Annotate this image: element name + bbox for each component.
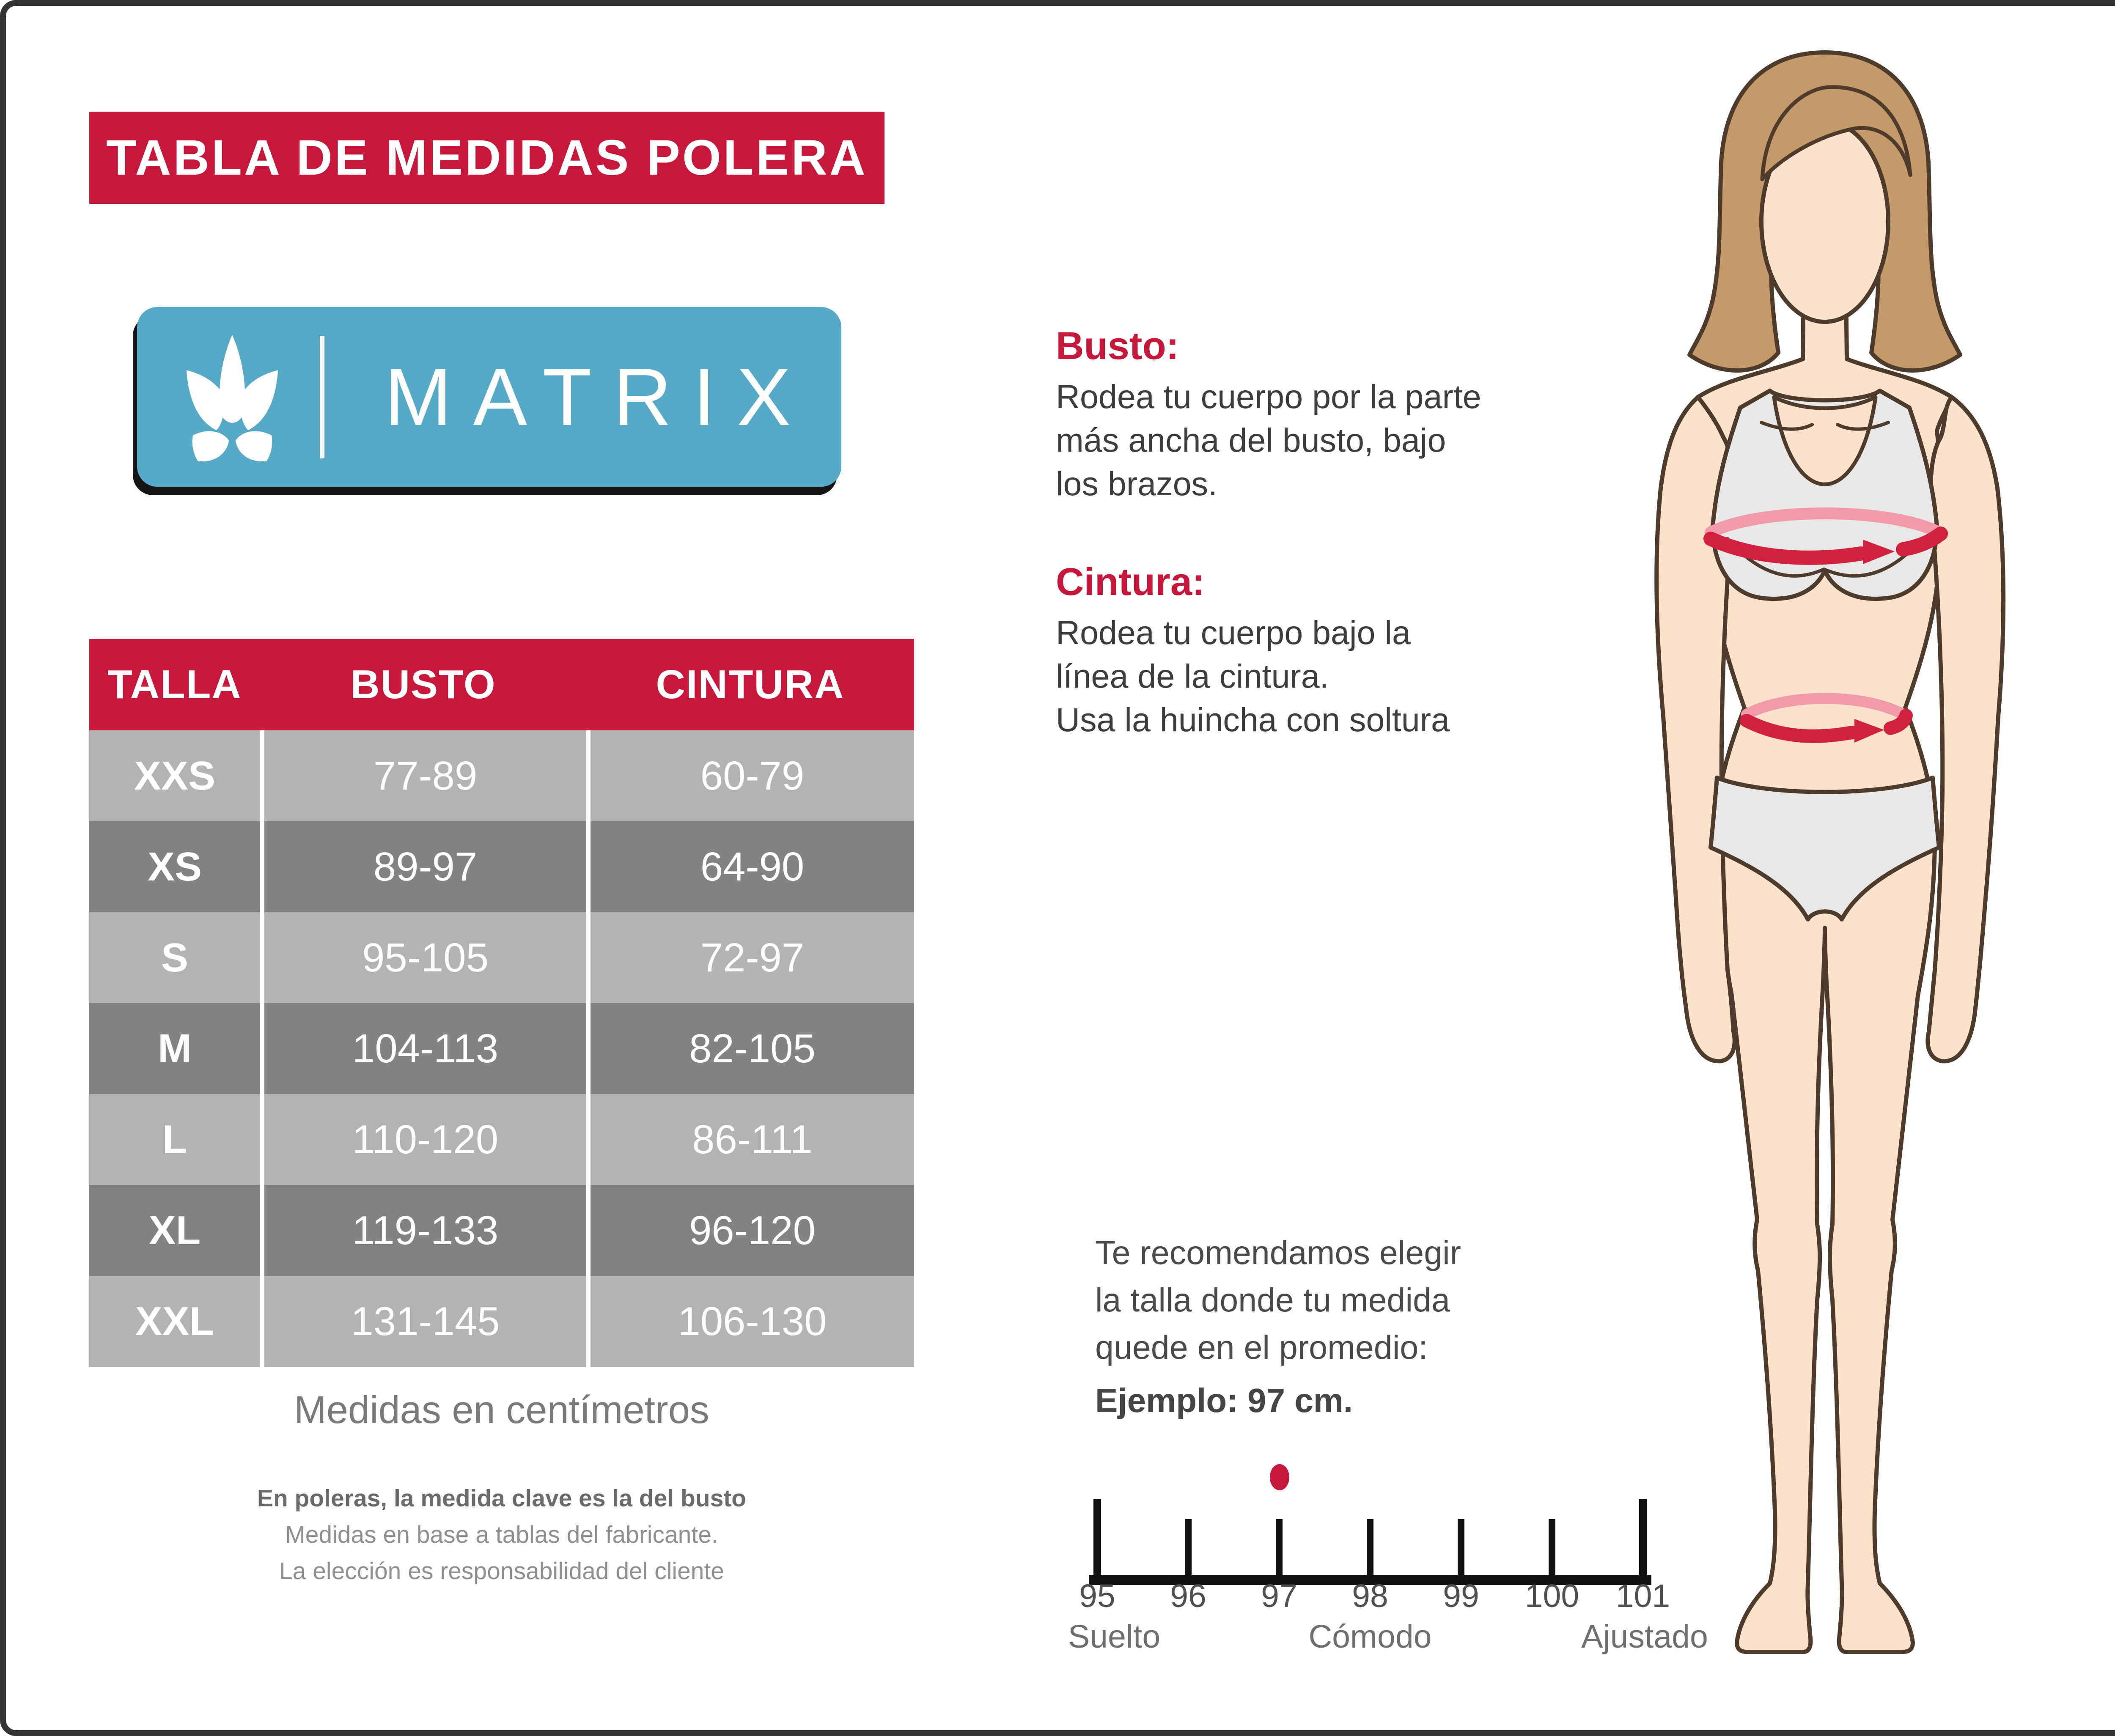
cell-cintura: 72-97 — [586, 912, 914, 1003]
table-row: XL 119-133 96-120 — [89, 1185, 914, 1276]
cell-cintura: 106-130 — [586, 1276, 914, 1367]
title-banner: TABLA DE MEDIDAS POLERA — [89, 112, 884, 204]
brand-logo: MATRIX — [137, 307, 841, 487]
disclaimer-line: La elección es responsabilidad del clien… — [279, 1558, 725, 1585]
busto-description: Rodea tu cuerpo por la parte más ancha d… — [1056, 375, 1481, 505]
disclaimer: En poleras, la medida clave es la del bu… — [89, 1480, 914, 1589]
table-row: XS 89-97 64-90 — [89, 821, 914, 912]
cintura-line: línea de la cintura. — [1056, 657, 1329, 695]
tick-label: 95 — [1079, 1578, 1115, 1614]
tick-label: 99 — [1443, 1578, 1479, 1614]
tick-label: 96 — [1170, 1578, 1206, 1614]
table-row: XXL 131-145 106-130 — [89, 1276, 914, 1367]
bust-measure-band — [1703, 507, 1948, 565]
table-row: L 110-120 86-111 — [89, 1094, 914, 1185]
size-table: TALLA BUSTO CINTURA XXS 77-89 60-79 XS 8… — [89, 639, 914, 1367]
cell-busto: 95-105 — [260, 912, 586, 1003]
cell-cintura: 64-90 — [586, 821, 914, 912]
busto-line: los brazos. — [1056, 465, 1218, 502]
cell-talla: XS — [147, 844, 202, 889]
busto-line: Rodea tu cuerpo por la parte — [1056, 378, 1481, 415]
cell-busto: 104-113 — [260, 1003, 586, 1094]
ruler-tick — [1549, 1519, 1555, 1578]
column-header-busto: BUSTO — [350, 662, 496, 707]
cell-busto: 110-120 — [260, 1094, 586, 1185]
cell-busto: 131-145 — [260, 1276, 586, 1367]
tick-label: 100 — [1524, 1578, 1579, 1614]
tick-label: 98 — [1352, 1578, 1388, 1614]
waist-measure-band — [1740, 693, 1913, 743]
table-header-row: TALLA BUSTO CINTURA — [89, 639, 914, 730]
cell-busto: 119-133 — [260, 1185, 586, 1276]
bust-arrowhead-icon — [1863, 540, 1895, 564]
tick-label: 101 — [1615, 1578, 1670, 1614]
cell-cintura: 82-105 — [586, 1003, 914, 1094]
fit-label-ajustado: Ajustado — [1581, 1618, 1708, 1655]
collarbone-lines — [1760, 421, 1890, 431]
brand-name: MATRIX — [384, 351, 812, 442]
busto-line: más ancha del busto, bajo — [1056, 421, 1446, 459]
cintura-line: Usa la huincha con soltura — [1056, 701, 1450, 738]
column-header-talla: TALLA — [107, 662, 242, 707]
panties — [1708, 776, 1941, 921]
recommendation-example: Ejemplo: 97 cm. — [1095, 1382, 1353, 1419]
cell-busto: 89-97 — [260, 821, 586, 912]
right-arm — [1925, 395, 2006, 1064]
recommendation-line: Te recomendamos elegir — [1095, 1234, 1461, 1271]
table-row: M 104-113 82-105 — [89, 1003, 914, 1094]
cell-talla: XXS — [134, 753, 216, 798]
recommendation-line: quede en el promedio: — [1095, 1328, 1428, 1366]
busto-title: Busto: — [1056, 324, 1179, 367]
recommendation: Te recomendamos elegir la talla donde tu… — [1095, 1229, 1461, 1371]
disclaimer-line: En poleras, la medida clave es la del bu… — [257, 1485, 747, 1512]
cintura-line: Rodea tu cuerpo bajo la — [1056, 614, 1411, 651]
page-title: TABLA DE MEDIDAS POLERA — [106, 130, 868, 186]
cell-talla: XL — [148, 1207, 201, 1253]
fit-label-comodo: Cómodo — [1308, 1618, 1432, 1655]
waist-arrowhead-icon — [1854, 719, 1884, 743]
ruler-bracket — [1089, 1499, 1651, 1585]
disclaimer-line: Medidas en base a tablas del fabricante. — [285, 1521, 718, 1548]
tick-label: 97 — [1261, 1578, 1297, 1614]
cell-cintura: 86-111 — [586, 1094, 914, 1185]
ruler-end-tick — [1639, 1499, 1647, 1579]
cell-talla: M — [158, 1026, 192, 1071]
recommendation-line: la talla donde tu medida — [1095, 1281, 1450, 1319]
hair-fringe — [1760, 85, 1912, 181]
body-figure-illustration — [1654, 50, 2006, 1654]
table-row: S 95-105 72-97 — [89, 912, 914, 1003]
ruler-tick — [1458, 1519, 1464, 1578]
ruler-tick — [1276, 1519, 1283, 1578]
cell-talla: S — [161, 935, 189, 980]
column-header-cintura: CINTURA — [656, 662, 845, 707]
fit-scale: 95 96 97 98 99 100 101 Suelto Cómodo Aju… — [1068, 1461, 1708, 1698]
logo-divider — [320, 336, 324, 458]
cell-talla: L — [162, 1116, 187, 1162]
units-note: Medidas en centímetros — [294, 1388, 709, 1432]
cell-talla: XXL — [135, 1298, 214, 1344]
ruler-end-tick — [1093, 1499, 1101, 1579]
bra-neckline-scoop — [1772, 395, 1878, 486]
lotus-icon — [186, 335, 278, 462]
cell-cintura: 96-120 — [586, 1185, 914, 1276]
cintura-description: Rodea tu cuerpo bajo la línea de la cint… — [1056, 611, 1450, 741]
bra-undercup-line — [1726, 537, 1924, 578]
cell-cintura: 60-79 — [586, 730, 914, 821]
table-row: XXS 77-89 60-79 — [89, 730, 914, 821]
cintura-title: Cintura: — [1056, 560, 1205, 603]
ruler-tick — [1185, 1519, 1192, 1578]
marker-dot-97 — [1270, 1464, 1289, 1490]
ruler-tick — [1367, 1519, 1373, 1578]
fit-label-suelto: Suelto — [1068, 1618, 1161, 1655]
cell-busto: 77-89 — [260, 730, 586, 821]
